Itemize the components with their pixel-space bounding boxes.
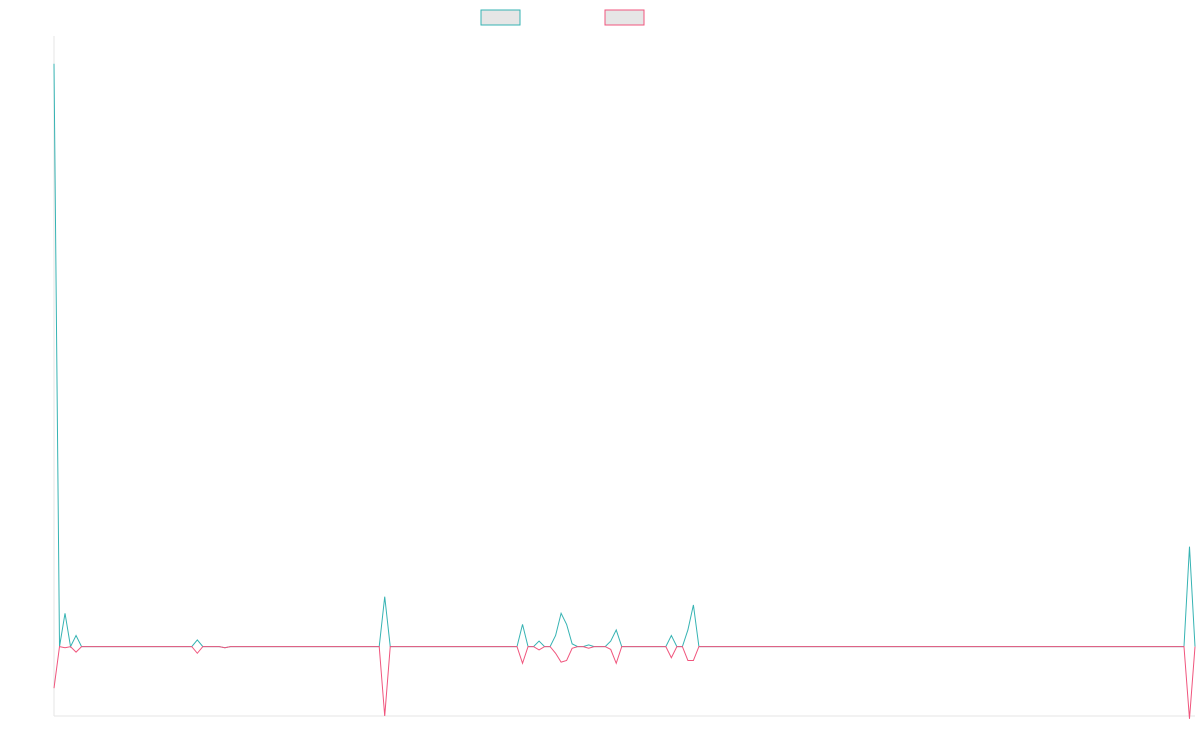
legend-swatch-1[interactable] — [480, 9, 521, 26]
series-layer — [53, 63, 1196, 719]
legend-swatch-2[interactable] — [604, 9, 645, 26]
series-line-1 — [53, 63, 1196, 649]
series-line-2 — [53, 646, 1196, 719]
legend[interactable] — [480, 9, 645, 26]
